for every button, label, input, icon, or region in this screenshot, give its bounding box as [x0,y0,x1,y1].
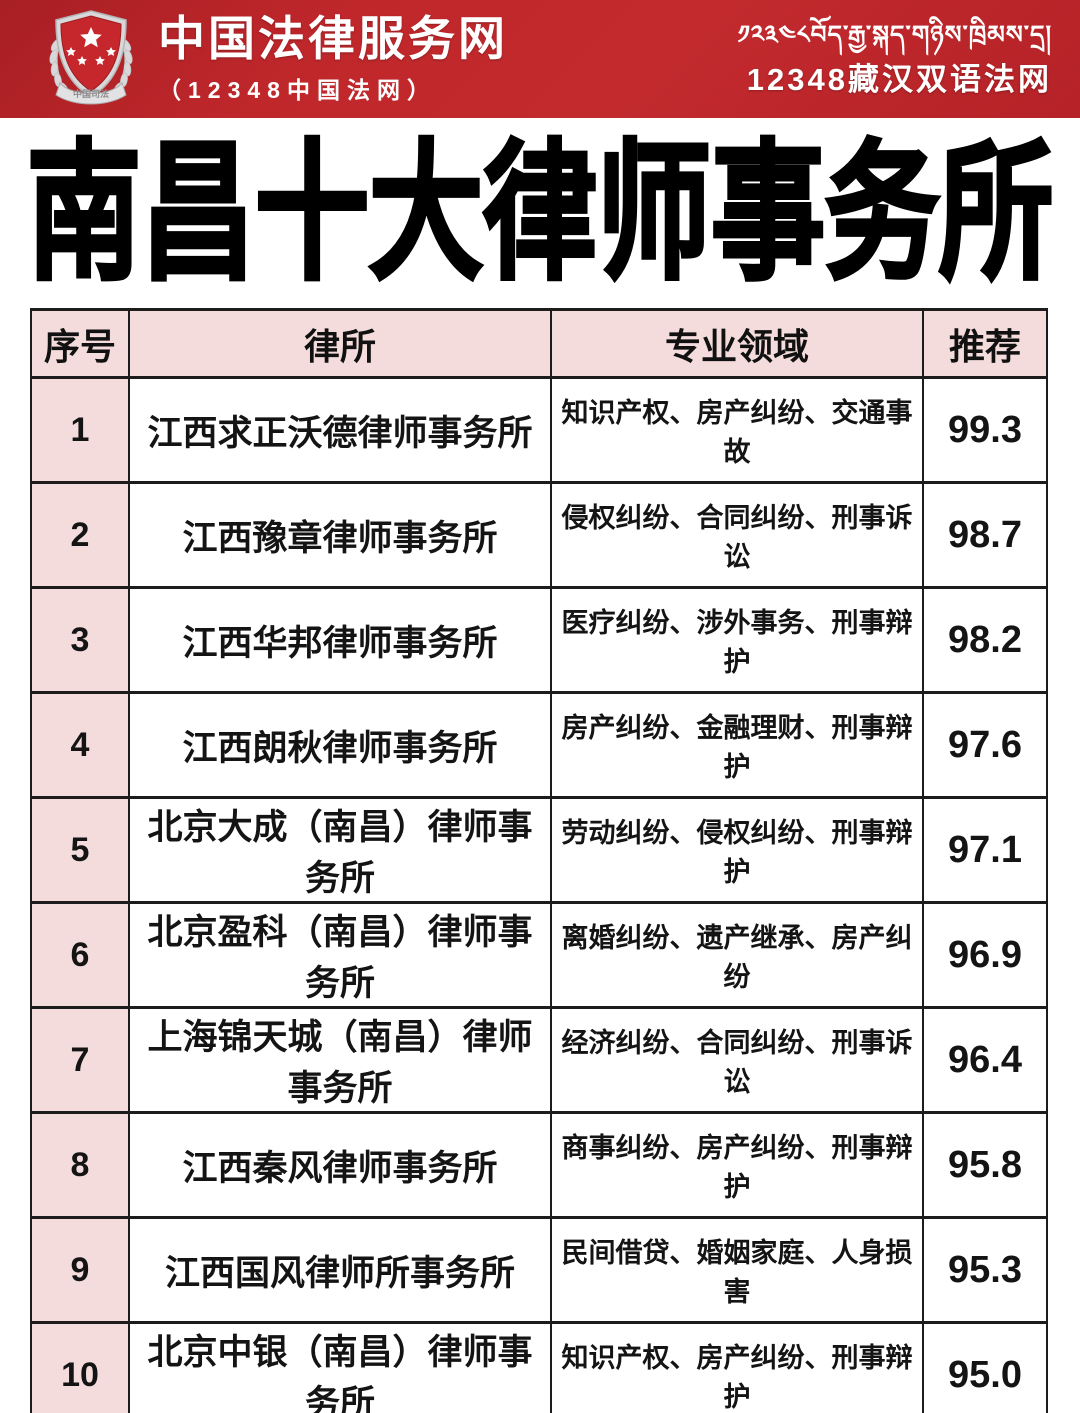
score-cell: 95.3 [948,1248,1022,1291]
site-subtitle: （12348中国法网） [158,76,437,103]
firm-cell: 江西国风律师所事务所 [130,1219,552,1321]
page-title: 南昌十大律师事务所 [25,129,1054,297]
table-row: 3 江西华邦律师事务所 医疗纠纷、涉外事务、刑事辩护 98.2 [32,589,1046,694]
score-cell: 97.1 [948,828,1022,871]
rank-cell: 8 [32,1114,130,1216]
rank-cell: 5 [32,799,130,901]
fields-cell: 劳动纠纷、侵权纠纷、刑事辩护 [552,799,924,901]
justice-shield-emblem-icon: 中国司法 [49,10,133,105]
table-row: 9 江西国风律师所事务所 民间借贷、婚姻家庭、人身损害 95.3 [32,1219,1046,1324]
rank-cell: 4 [32,694,130,796]
firm-cell: 上海锦天城（南昌）律师事务所 [130,1009,552,1111]
rank-cell: 9 [32,1219,130,1321]
score-cell: 98.2 [948,618,1022,661]
score-cell: 96.9 [948,933,1022,976]
fields-cell: 医疗纠纷、涉外事务、刑事辩护 [552,589,924,691]
rank-cell: 7 [32,1009,130,1111]
score-cell: 97.6 [948,723,1022,766]
site-title: 中国法律服务网 [158,12,508,66]
fields-cell: 商事纠纷、房产纠纷、刑事辩护 [552,1114,924,1216]
firm-cell: 江西朗秋律师事务所 [130,694,552,796]
header-cell-fields: 专业领域 [552,311,924,376]
score-cell: 99.3 [948,408,1022,451]
top-banner: 中国司法 中国法律服务网 （12348中国法网） ༡༢༣༤༨བོད་རྒྱ་སྐ… [0,0,1080,118]
fields-cell: 民间借贷、婚姻家庭、人身损害 [552,1219,924,1321]
score-cell: 95.0 [948,1353,1022,1396]
score-cell: 98.7 [948,513,1022,556]
rank-cell: 10 [32,1324,130,1413]
fields-cell: 离婚纠纷、遗产继承、房产纠纷 [552,904,924,1006]
svg-text:中国司法: 中国司法 [73,88,109,99]
title-wrap: 南昌十大律师事务所 [0,118,1080,308]
firm-cell: 江西豫章律师事务所 [130,484,552,586]
banner-left: 中国司法 中国法律服务网 （12348中国法网） [40,7,508,111]
table-body: 1 江西求正沃德律师事务所 知识产权、房产纠纷、交通事故 99.3 2 江西豫章… [32,379,1046,1413]
table-row: 2 江西豫章律师事务所 侵权纠纷、合同纠纷、刑事诉讼 98.7 [32,484,1046,589]
table-row: 4 江西朗秋律师事务所 房产纠纷、金融理财、刑事辩护 97.6 [32,694,1046,799]
table-row: 10 北京中银（南昌）律师事务所 知识产权、房产纠纷、刑事辩护 95.0 [32,1324,1046,1413]
header-cell-firm: 律所 [130,311,552,376]
score-cell: 96.4 [948,1038,1022,1081]
banner-right: ༡༢༣༤༨བོད་རྒྱ་སྐད་གཉིས་ཁྲིམས་དྲ། 12348藏汉双… [738,20,1056,99]
table-row: 7 上海锦天城（南昌）律师事务所 经济纠纷、合同纠纷、刑事诉讼 96.4 [32,1009,1046,1114]
fields-cell: 侵权纠纷、合同纠纷、刑事诉讼 [552,484,924,586]
fields-cell: 经济纠纷、合同纠纷、刑事诉讼 [552,1009,924,1111]
firm-cell: 北京大成（南昌）律师事务所 [130,799,552,901]
banner-site-text: 中国法律服务网 （12348中国法网） [158,13,508,105]
firm-cell: 江西秦风律师事务所 [130,1114,552,1216]
rank-cell: 2 [32,484,130,586]
fields-cell: 知识产权、房产纠纷、交通事故 [552,379,924,481]
table-header-row: 序号 律所 专业领域 推荐 [32,311,1046,379]
fields-cell: 房产纠纷、金融理财、刑事辩护 [552,694,924,796]
table-row: 1 江西求正沃德律师事务所 知识产权、房产纠纷、交通事故 99.3 [32,379,1046,484]
firm-cell: 北京中银（南昌）律师事务所 [130,1324,552,1413]
fields-cell: 知识产权、房产纠纷、刑事辩护 [552,1324,924,1413]
firm-cell: 江西华邦律师事务所 [130,589,552,691]
rank-cell: 3 [32,589,130,691]
law-firm-ranking-table: 序号 律所 专业领域 推荐 1 江西求正沃德律师事务所 知识产权、房产纠纷、交通… [30,308,1048,1413]
bilingual-site-title: 12348藏汉双语法网 [746,61,1052,97]
rank-cell: 1 [32,379,130,481]
header-cell-score: 推荐 [948,325,1021,367]
rank-cell: 6 [32,904,130,1006]
header-cell-rank: 序号 [32,311,130,376]
table-row: 5 北京大成（南昌）律师事务所 劳动纠纷、侵权纠纷、刑事辩护 97.1 [32,799,1046,904]
firm-cell: 北京盈科（南昌）律师事务所 [130,904,552,1006]
firm-cell: 江西求正沃德律师事务所 [130,379,552,481]
table-row: 8 江西秦风律师事务所 商事纠纷、房产纠纷、刑事辩护 95.8 [32,1114,1046,1219]
table-row: 6 北京盈科（南昌）律师事务所 离婚纠纷、遗产继承、房产纠纷 96.9 [32,904,1046,1009]
score-cell: 95.8 [948,1143,1022,1186]
tibetan-site-title: ༡༢༣༤༨བོད་རྒྱ་སྐད་གཉིས་ཁྲིམས་དྲ། [737,20,1052,49]
